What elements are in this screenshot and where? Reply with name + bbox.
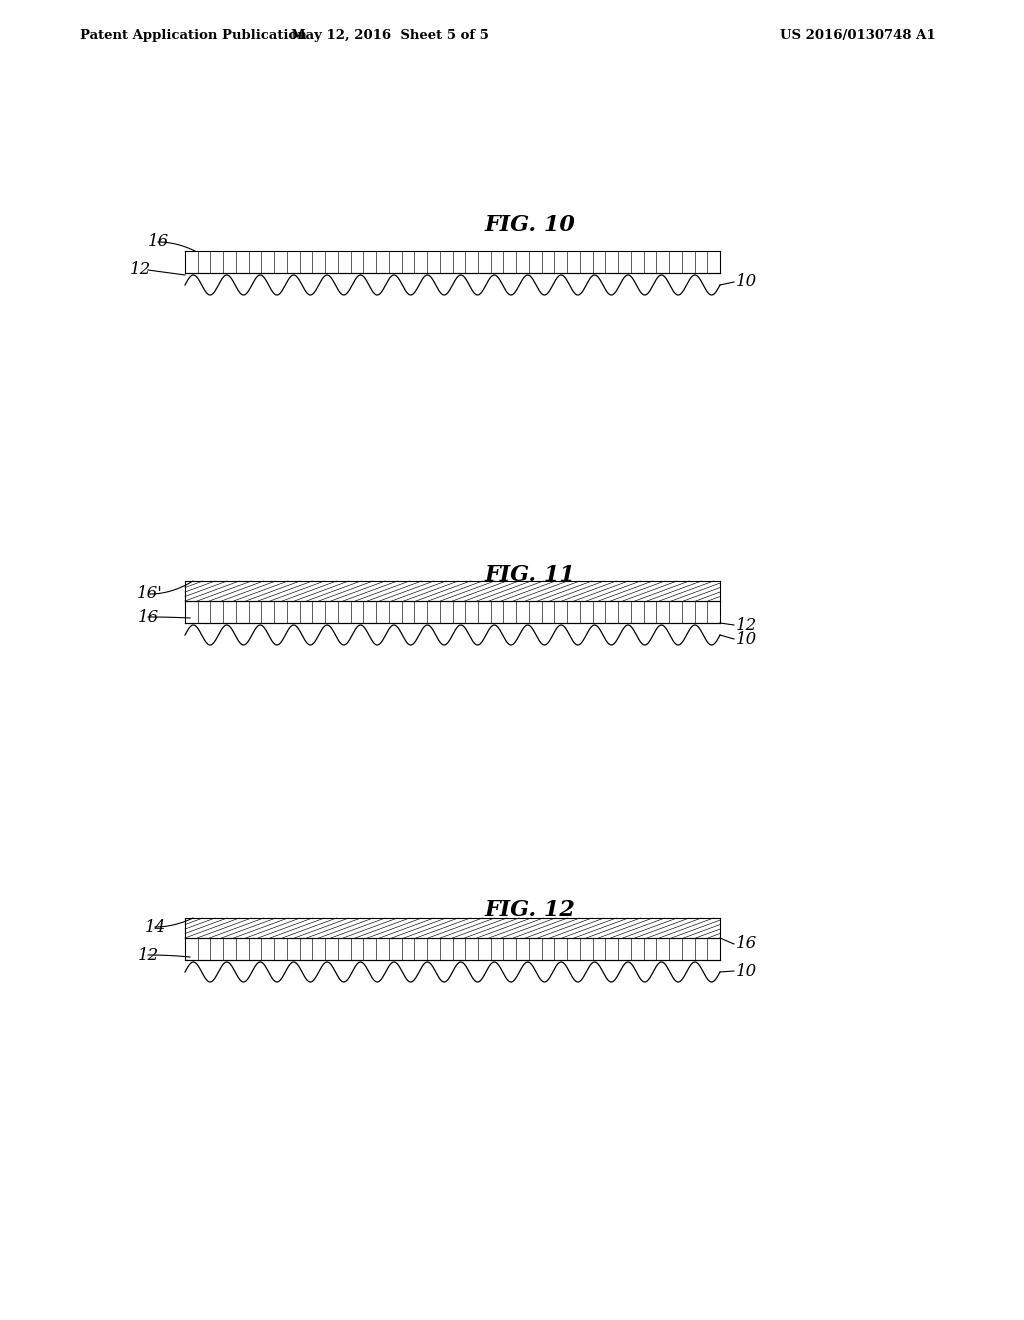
Text: 16: 16 xyxy=(736,936,758,953)
Text: 12: 12 xyxy=(736,616,758,634)
Text: 10: 10 xyxy=(736,631,758,648)
Text: FIG. 11: FIG. 11 xyxy=(484,564,575,586)
Text: 12: 12 xyxy=(129,261,151,279)
Text: 10: 10 xyxy=(736,273,758,290)
Text: 16: 16 xyxy=(137,609,159,626)
Text: 16': 16' xyxy=(137,586,163,602)
Text: 10: 10 xyxy=(736,962,758,979)
Text: 16: 16 xyxy=(147,234,169,251)
Text: 14: 14 xyxy=(144,919,166,936)
Text: US 2016/0130748 A1: US 2016/0130748 A1 xyxy=(780,29,936,41)
Text: Patent Application Publication: Patent Application Publication xyxy=(80,29,307,41)
Text: 12: 12 xyxy=(137,946,159,964)
Text: May 12, 2016  Sheet 5 of 5: May 12, 2016 Sheet 5 of 5 xyxy=(291,29,488,41)
Text: FIG. 12: FIG. 12 xyxy=(484,899,575,921)
Text: FIG. 10: FIG. 10 xyxy=(484,214,575,236)
